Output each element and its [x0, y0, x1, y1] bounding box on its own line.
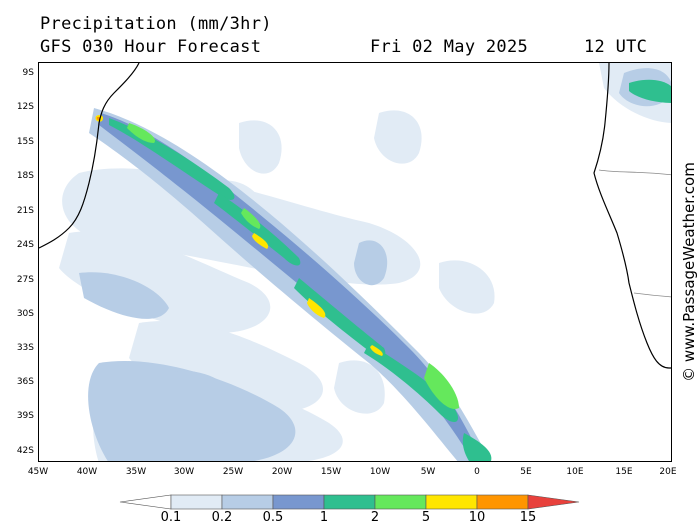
legend-swatch	[221, 494, 274, 510]
legend-label: 0.2	[211, 510, 233, 525]
lon-label: 20E	[659, 467, 677, 477]
lat-label: 9S	[22, 68, 34, 78]
legend-label: 1	[319, 510, 329, 525]
watermark: © www.PassageWeather.com	[680, 162, 698, 382]
lon-label: 40W	[76, 467, 98, 477]
legend-label: 0.5	[262, 510, 284, 525]
coastline-africa	[593, 63, 671, 369]
lon-label: 15W	[320, 467, 342, 477]
lat-label: 27S	[16, 275, 34, 285]
legend-label: 0.1	[160, 510, 182, 525]
lon-label: 20W	[271, 467, 293, 477]
legend-label: 2	[370, 510, 380, 525]
lat-label: 24S	[16, 240, 34, 250]
color-legend	[119, 494, 580, 510]
coastline-south-america	[39, 63, 140, 249]
lat-label: 18S	[16, 171, 34, 181]
legend-label: 10	[468, 510, 486, 525]
lon-label: 5W	[420, 467, 436, 477]
lat-label: 33S	[16, 343, 34, 353]
lon-label: 35W	[125, 467, 147, 477]
legend-swatch	[476, 494, 529, 510]
lon-label: 10E	[566, 467, 584, 477]
legend-label: 5	[421, 510, 431, 525]
legend-swatch	[374, 494, 427, 510]
lon-label: 30W	[173, 467, 195, 477]
forecast-date: Fri 02 May 2025	[370, 37, 529, 57]
lon-label: 5E	[520, 467, 532, 477]
legend-swatch	[323, 494, 376, 510]
lon-label: 25W	[222, 467, 244, 477]
frontal-band	[89, 79, 671, 461]
lat-label: 21S	[16, 206, 34, 216]
precipitation-map	[38, 62, 672, 462]
lon-label: 0	[474, 467, 480, 477]
moderate-precip-patches	[79, 68, 671, 461]
forecast-time: 12 UTC	[584, 37, 648, 57]
lat-label: 15S	[16, 137, 34, 147]
country-borders	[598, 169, 671, 298]
lat-label: 12S	[16, 102, 34, 112]
legend-swatch	[425, 494, 478, 510]
forecast-subtitle: GFS 030 Hour Forecast	[40, 37, 262, 57]
lon-label: 45W	[27, 467, 49, 477]
lat-label: 39S	[16, 411, 34, 421]
lat-label: 36S	[16, 377, 34, 387]
lat-label: 42S	[16, 446, 34, 456]
map-canvas	[39, 63, 671, 461]
legend-swatch	[170, 494, 223, 510]
map-title: Precipitation (mm/3hr)	[40, 14, 272, 34]
legend-swatch	[527, 494, 580, 510]
legend-label: 15	[519, 510, 537, 525]
legend-swatch	[272, 494, 325, 510]
lat-label: 30S	[16, 309, 34, 319]
lon-label: 15E	[615, 467, 633, 477]
lon-label: 10W	[369, 467, 391, 477]
legend-swatch	[119, 494, 172, 510]
